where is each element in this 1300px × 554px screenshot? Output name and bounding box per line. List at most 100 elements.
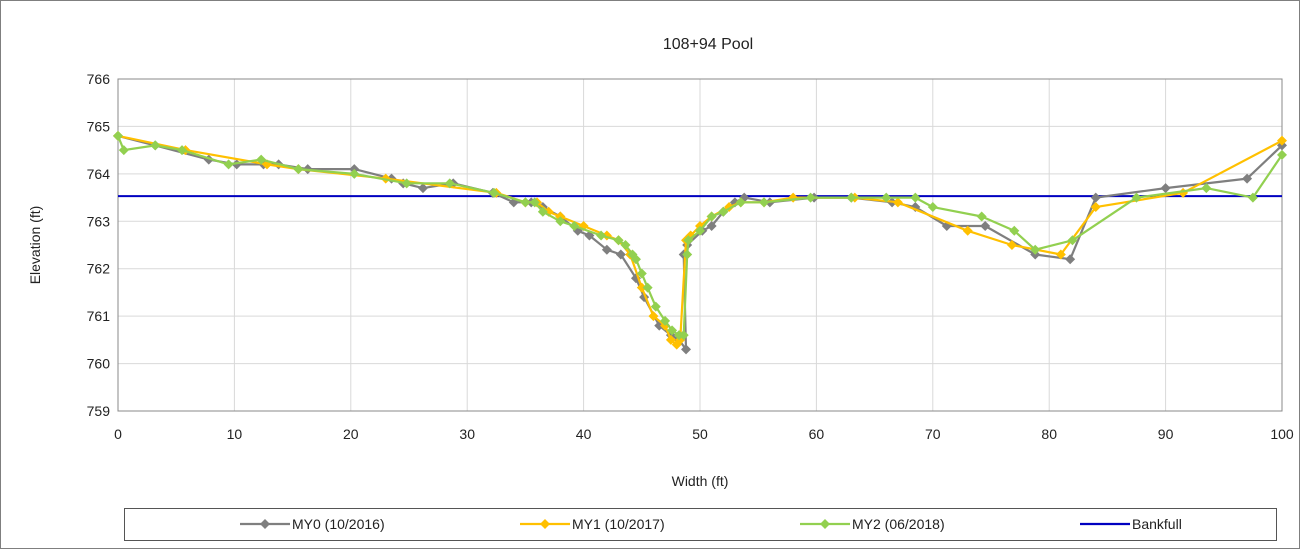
legend-swatch-marker [260,519,270,529]
data-point [706,211,717,222]
y-tick-label: 760 [87,356,111,372]
data-point [683,235,694,246]
y-tick-label: 762 [87,261,111,277]
data-point [444,178,455,189]
data-point [401,178,412,189]
x-tick-label: 0 [114,426,122,442]
data-point [660,315,671,326]
series-line [116,135,1283,337]
legend-label: MY1 (10/2017) [572,516,665,532]
data-point [118,145,129,156]
x-tick-label: 60 [809,426,825,442]
data-point [630,254,641,265]
data-point [910,192,921,203]
data-point [601,244,612,255]
data-point [667,325,678,336]
data-point [488,187,499,198]
y-tick-label: 764 [87,166,111,182]
data-point [223,159,234,170]
data-point [718,206,729,217]
x-tick-label: 30 [459,426,475,442]
data-point [980,221,991,232]
data-point [150,140,161,151]
data-point [976,211,987,222]
data-point [620,240,631,250]
data-point [537,206,548,217]
data-point [177,145,188,156]
data-point [650,301,661,312]
y-tick-label: 763 [87,213,111,229]
data-point [1131,192,1142,203]
legend-item: MY2 (06/2018) [800,516,945,532]
data-point [1277,149,1287,160]
data-point [706,221,717,232]
data-point [735,197,746,208]
data-point [1006,240,1017,250]
data-point [1065,254,1076,265]
data-point [256,154,267,165]
plot-area [117,78,1283,412]
y-tick-label: 759 [87,403,111,419]
x-axis-label: Width (ft) [672,473,729,489]
data-point [569,221,580,232]
x-tick-label: 40 [576,426,592,442]
legend-swatch-marker [820,519,830,529]
data-point [962,225,973,236]
x-axis-ticks: 0 10 20 30 40 50 60 70 80 90 100 [114,426,1294,442]
data-point [520,197,531,208]
data-point [892,197,903,208]
data-point [349,168,360,179]
data-point [615,249,626,260]
data-point [417,183,428,194]
data-point [529,197,540,208]
data-point [665,334,676,345]
x-tick-label: 10 [227,426,243,442]
x-tick-label: 90 [1158,426,1174,442]
data-point [678,330,689,341]
data-point [636,282,647,293]
data-point [759,197,770,208]
series-layer [113,130,1287,355]
data-point [1009,225,1020,236]
data-point [613,235,624,246]
legend-swatch-marker [540,519,550,529]
legend-item: MY0 (10/2016) [240,516,385,532]
x-tick-label: 20 [343,426,359,442]
data-point [1030,244,1041,255]
chart-title: 108+94 Pool [663,36,753,53]
data-point [293,164,304,175]
data-point [805,192,816,203]
series-my2-06-2018 [113,130,1287,341]
data-point [927,202,938,213]
data-point [1090,192,1101,203]
legend: MY0 (10/2016) MY1 (10/2017) MY2 (06/2018) B… [124,508,1277,541]
x-tick-label: 100 [1270,426,1294,442]
x-tick-label: 50 [692,426,708,442]
data-point [1247,192,1258,203]
data-point [1242,173,1253,184]
x-tick-label: 80 [1041,426,1057,442]
data-point [642,282,653,293]
data-point [1055,249,1066,260]
data-point [555,216,566,227]
data-point [695,225,705,236]
data-point [1201,183,1212,194]
legend-label: MY0 (10/2016) [292,516,385,532]
data-point [682,249,693,260]
data-point [1277,135,1287,146]
y-tick-label: 766 [87,71,111,87]
y-axis-label: Elevation (ft) [27,206,43,285]
y-axis-ticks: 759 760 761 762 763 764 765 766 [87,71,111,419]
data-point [1160,183,1171,194]
y-tick-label: 761 [87,308,111,324]
data-point [846,192,857,203]
legend-label: MY2 (06/2018) [852,516,945,532]
data-point [881,192,892,203]
data-point [596,230,607,241]
data-point [1067,235,1078,246]
data-point [1090,202,1101,213]
data-point [681,344,692,355]
y-tick-label: 765 [87,118,111,134]
